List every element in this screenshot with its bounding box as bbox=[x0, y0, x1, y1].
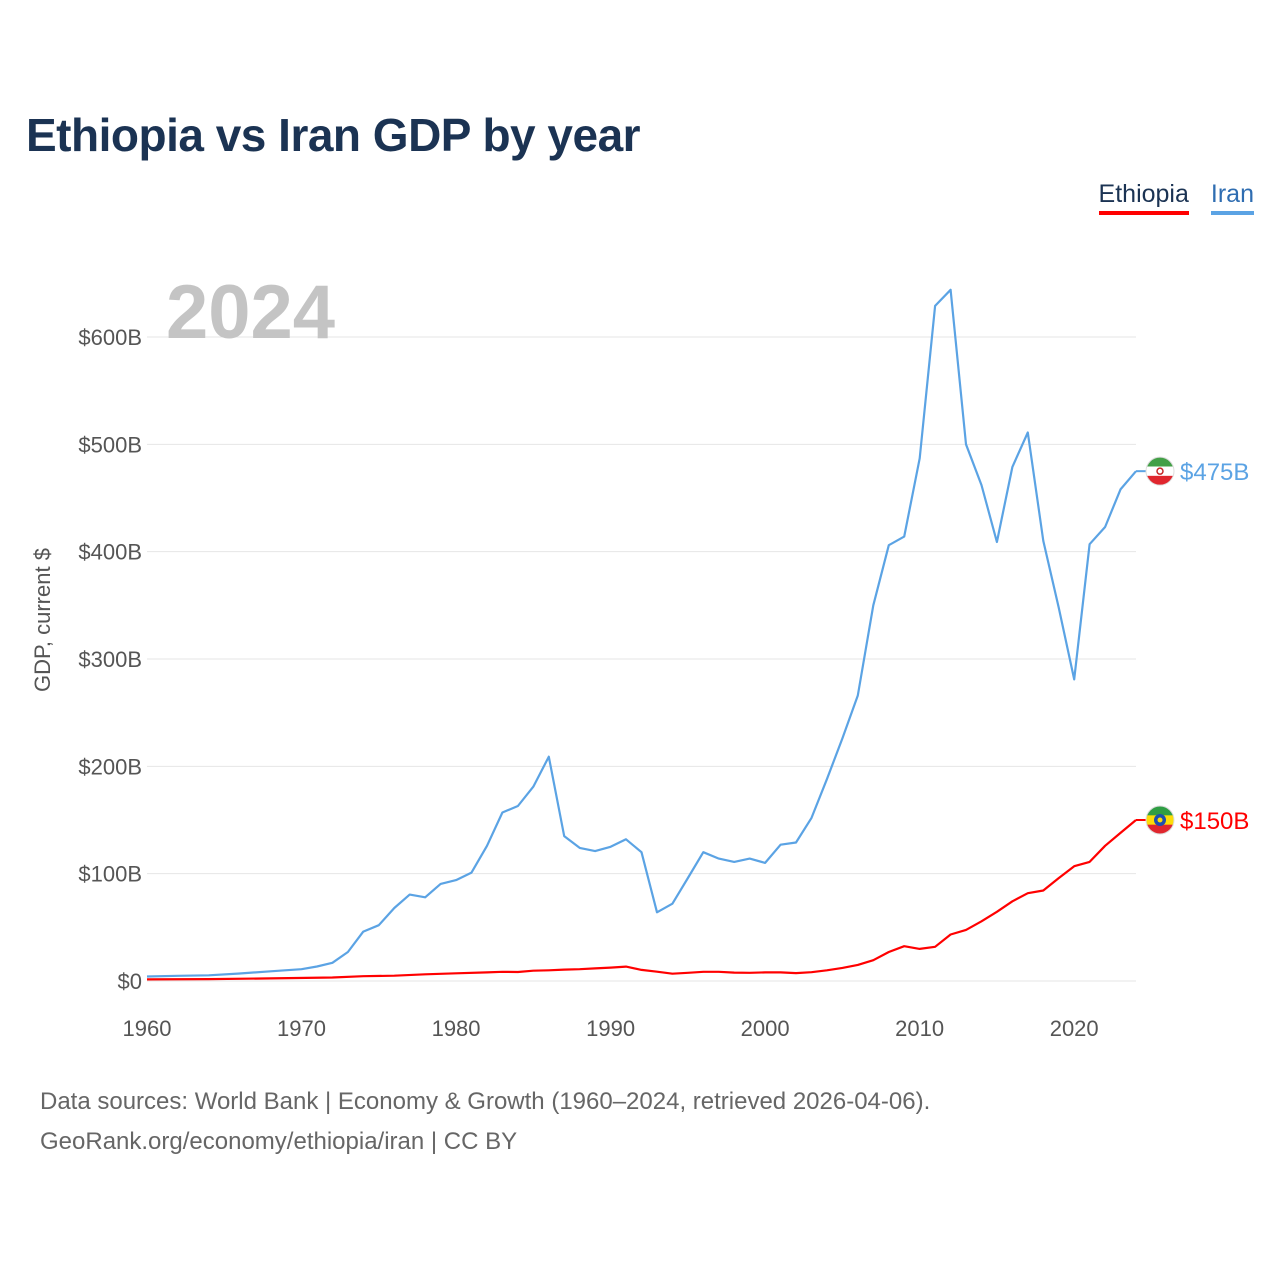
series-line-iran[interactable] bbox=[146, 288, 1137, 978]
x-tick-label: 2000 bbox=[741, 1016, 790, 1041]
year-watermark: 2024 bbox=[166, 270, 335, 355]
gdp-line-chart: 2024 GDP, current $ $0 $100B $200B $300B $40… bbox=[30, 270, 1249, 1041]
y-axis-ticks: $0 $100B $200B $300B $400B $500B $600B bbox=[78, 325, 142, 994]
end-markers: $475B $150B bbox=[1136, 456, 1249, 835]
y-tick-label: $500B bbox=[78, 432, 142, 457]
x-tick-label: 1990 bbox=[586, 1016, 635, 1041]
x-tick-label: 2010 bbox=[895, 1016, 944, 1041]
x-tick-label: 1980 bbox=[432, 1016, 481, 1041]
iran-flag-icon bbox=[1145, 456, 1175, 486]
y-tick-label: $100B bbox=[78, 862, 142, 887]
y-tick-label: $300B bbox=[78, 647, 142, 672]
y-tick-label: $400B bbox=[78, 540, 142, 565]
legend-item-iran[interactable]: Iran bbox=[1210, 180, 1254, 215]
x-tick-label: 1970 bbox=[277, 1016, 326, 1041]
y-tick-label: $600B bbox=[78, 325, 142, 350]
y-tick-label: $200B bbox=[78, 754, 142, 779]
x-axis-ticks: 1960 1970 1980 1990 2000 2010 2020 bbox=[123, 1016, 1099, 1041]
grid-lines bbox=[147, 336, 1136, 982]
source-line-2: GeoRank.org/economy/ethiopia/iran | CC B… bbox=[40, 1128, 518, 1155]
source-line-1: Data sources: World Bank | Economy & Gro… bbox=[40, 1088, 931, 1115]
end-value-label-ethiopia: $150B bbox=[1180, 808, 1249, 835]
source-note: Data sources: World Bank | Economy & Gro… bbox=[40, 1082, 930, 1162]
y-axis-label: GDP, current $ bbox=[30, 548, 55, 692]
series-line-ethiopia[interactable] bbox=[146, 819, 1137, 981]
chart-title: Ethiopia vs Iran GDP by year bbox=[26, 109, 641, 161]
series-group bbox=[146, 288, 1137, 981]
legend: Ethiopia Iran bbox=[1098, 180, 1254, 215]
ethiopia-flag-icon bbox=[1145, 805, 1175, 835]
x-tick-label: 1960 bbox=[123, 1016, 172, 1041]
x-tick-label: 2020 bbox=[1050, 1016, 1099, 1041]
y-tick-label: $0 bbox=[118, 969, 142, 994]
legend-item-ethiopia[interactable]: Ethiopia bbox=[1098, 180, 1189, 215]
end-value-label-iran: $475B bbox=[1180, 459, 1249, 486]
